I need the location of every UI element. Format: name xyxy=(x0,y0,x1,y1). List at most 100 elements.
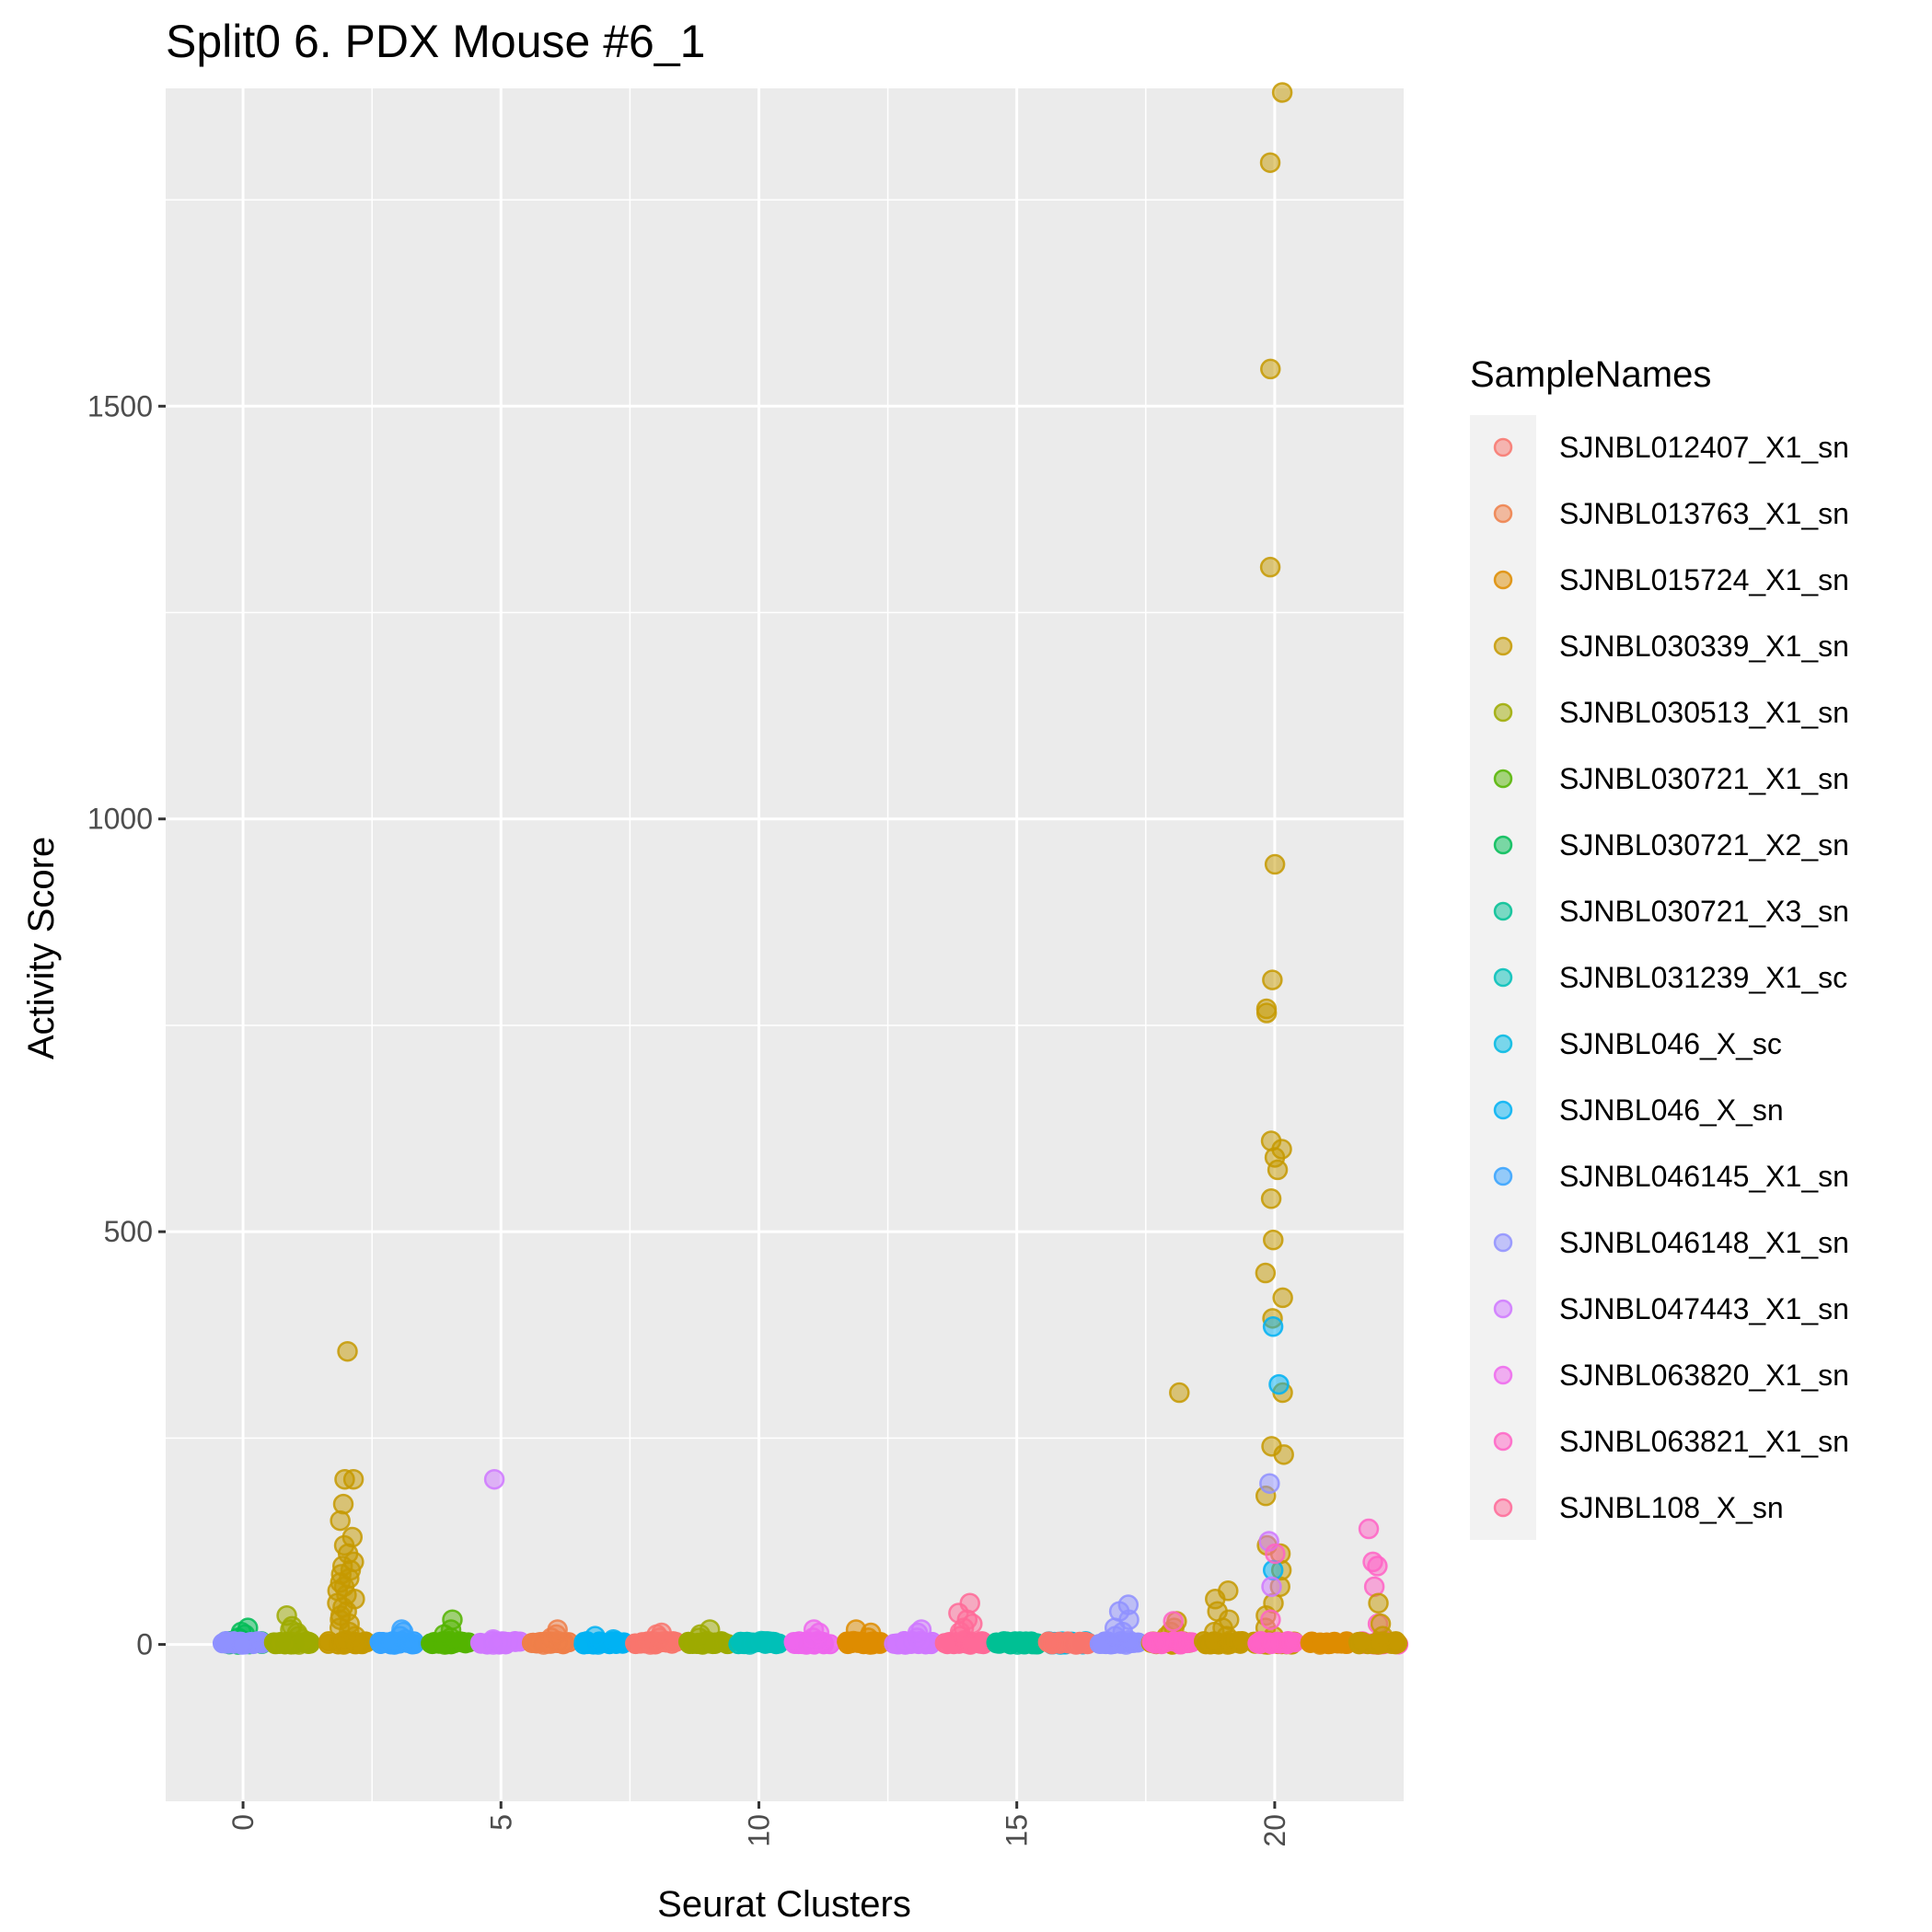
legend-label: SJNBL046148_X1_sn xyxy=(1559,1226,1849,1259)
data-point xyxy=(1259,556,1281,578)
data-point xyxy=(845,1619,867,1640)
legend-item[interactable]: SJNBL030339_X1_sn xyxy=(1493,630,1849,663)
legend-label: SJNBL063821_X1_sn xyxy=(1559,1425,1849,1458)
x-axis: 0 5 10 15 20 xyxy=(226,1801,1291,1847)
legend-label: SJNBL063820_X1_sn xyxy=(1559,1359,1849,1392)
data-point xyxy=(1153,1631,1174,1652)
legend-title: SampleNames xyxy=(1470,354,1711,395)
legend-label: SJNBL030513_X1_sn xyxy=(1559,696,1849,729)
y-tick-label: 1500 xyxy=(87,389,153,422)
data-point xyxy=(1368,1592,1389,1614)
data-point xyxy=(1262,969,1283,990)
data-point xyxy=(1169,1382,1190,1404)
legend-item[interactable]: SJNBL015724_X1_sn xyxy=(1493,563,1849,596)
data-point xyxy=(1065,1634,1087,1655)
data-point xyxy=(483,1468,505,1490)
legend-key-icon xyxy=(1493,1232,1513,1253)
legend-key-icon xyxy=(1493,1299,1513,1319)
legend-key-icon xyxy=(1493,1100,1513,1120)
legend-label: SJNBL046_X_sn xyxy=(1559,1093,1784,1127)
x-tick-label: 0 xyxy=(226,1814,260,1831)
data-point xyxy=(1362,1551,1383,1573)
data-point xyxy=(1260,1188,1282,1209)
data-point xyxy=(1264,853,1286,875)
data-point xyxy=(1261,1436,1282,1457)
y-axis-title: Activity Score xyxy=(21,837,62,1059)
legend-key-icon xyxy=(1493,702,1513,723)
data-point xyxy=(1309,1632,1331,1654)
data-point xyxy=(1271,82,1293,103)
legend-item[interactable]: SJNBL013763_X1_sn xyxy=(1493,497,1849,530)
legend-item[interactable]: SJNBL030721_X1_sn xyxy=(1493,762,1849,795)
data-point xyxy=(342,1468,364,1490)
legend-label: SJNBL030721_X1_sn xyxy=(1559,762,1849,795)
data-point xyxy=(442,1609,463,1630)
x-tick-label: 10 xyxy=(742,1814,775,1847)
data-point xyxy=(910,1619,932,1640)
legend-item[interactable]: SJNBL046145_X1_sn xyxy=(1493,1160,1849,1193)
legend-label: SJNBL108_X_sn xyxy=(1559,1491,1784,1524)
legend-item[interactable]: SJNBL012407_X1_sn xyxy=(1493,431,1849,464)
data-point xyxy=(1255,1262,1277,1284)
legend-item[interactable]: SJNBL063821_X1_sn xyxy=(1493,1425,1849,1458)
data-point xyxy=(1012,1632,1034,1654)
y-tick-label: 500 xyxy=(104,1215,153,1248)
legend-item[interactable]: SJNBL031239_X1_sc xyxy=(1493,961,1847,994)
legend-label: SJNBL013763_X1_sn xyxy=(1559,497,1849,530)
data-point xyxy=(1260,358,1281,380)
legend-key-icon xyxy=(1493,769,1513,789)
legend-key-icon xyxy=(1493,1498,1513,1518)
legend-label: SJNBL015724_X1_sn xyxy=(1559,563,1849,596)
data-point xyxy=(1255,998,1278,1020)
data-point xyxy=(337,1340,358,1362)
legend-item[interactable]: SJNBL047443_X1_sn xyxy=(1493,1292,1849,1325)
legend-key-icon xyxy=(1493,1166,1513,1186)
legend-item[interactable]: SJNBL030721_X3_sn xyxy=(1493,895,1849,928)
data-point xyxy=(1262,1316,1284,1337)
data-point xyxy=(584,1625,606,1647)
legend-key-icon xyxy=(1493,835,1513,855)
legend-key-icon xyxy=(1493,503,1513,524)
data-point xyxy=(803,1619,825,1640)
data-point xyxy=(1163,1611,1184,1632)
legend-key-icon xyxy=(1493,967,1513,988)
data-point xyxy=(1261,1634,1282,1655)
data-point xyxy=(1259,152,1281,173)
legend-label: SJNBL047443_X1_sn xyxy=(1559,1292,1849,1325)
chart-title: Split0 6. PDX Mouse #6_1 xyxy=(166,16,705,67)
legend-label: SJNBL030721_X3_sn xyxy=(1559,895,1849,928)
legend-item[interactable]: SJNBL030721_X2_sn xyxy=(1493,828,1849,862)
data-point xyxy=(231,1634,253,1655)
data-point xyxy=(1218,1580,1239,1602)
data-point xyxy=(1260,1609,1281,1630)
legend-item[interactable]: SJNBL030513_X1_sn xyxy=(1493,696,1849,729)
data-points xyxy=(212,82,1409,1655)
legend-key-icon xyxy=(1493,636,1513,656)
grid-minor xyxy=(166,88,1404,1801)
data-point xyxy=(1260,1130,1282,1151)
data-point xyxy=(1265,1543,1286,1565)
data-point xyxy=(1272,1287,1293,1309)
data-point xyxy=(1261,1576,1282,1598)
legend-label: SJNBL030721_X2_sn xyxy=(1559,828,1849,862)
legend-label: SJNBL031239_X1_sc xyxy=(1559,961,1847,994)
legend-item[interactable]: SJNBL046_X_sn xyxy=(1493,1093,1784,1127)
data-point xyxy=(699,1619,721,1640)
legend: SJNBL012407_X1_sn SJNBL013763_X1_sn SJNBL0… xyxy=(1493,431,1849,1524)
data-point xyxy=(1176,1633,1197,1654)
legend-item[interactable]: SJNBL046148_X1_sn xyxy=(1493,1226,1849,1259)
legend-item[interactable]: SJNBL108_X_sn xyxy=(1493,1491,1784,1524)
legend-key-icon xyxy=(1493,437,1513,457)
data-point xyxy=(1263,1229,1284,1251)
x-tick-label: 5 xyxy=(484,1814,517,1831)
data-point xyxy=(391,1619,412,1640)
data-point xyxy=(341,1526,364,1548)
data-point xyxy=(1358,1518,1380,1540)
data-point xyxy=(482,1628,504,1650)
legend-item[interactable]: SJNBL046_X_sc xyxy=(1493,1027,1782,1060)
legend-item[interactable]: SJNBL063820_X1_sn xyxy=(1493,1359,1849,1392)
legend-key-icon xyxy=(1493,1365,1513,1385)
data-point xyxy=(603,1628,624,1650)
y-tick-label: 1000 xyxy=(87,803,153,836)
